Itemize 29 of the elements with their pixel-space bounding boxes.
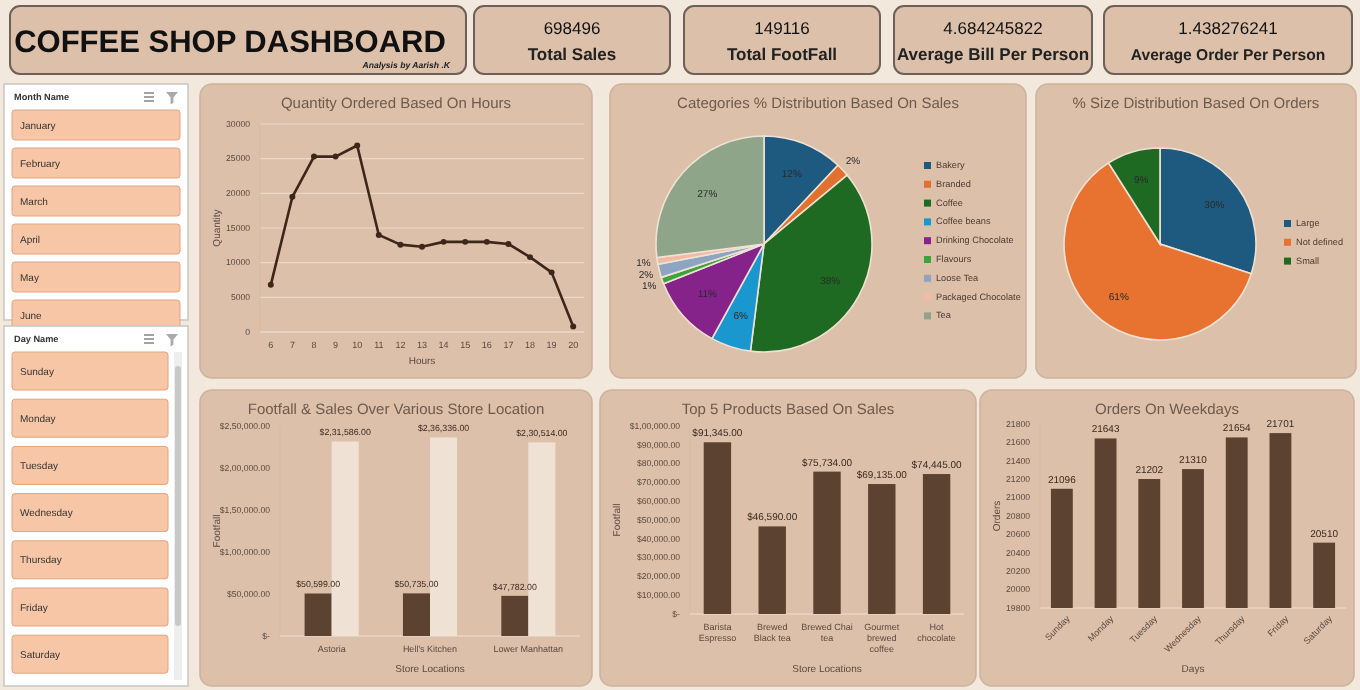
bar: [402, 593, 430, 636]
bar: [758, 526, 786, 614]
point: [419, 243, 425, 250]
point: [311, 153, 317, 160]
bar: [501, 595, 529, 636]
text: 4.684245822: [943, 18, 1044, 38]
point: [570, 323, 577, 330]
text: Average Bill Per Person: [896, 44, 1090, 64]
point: [548, 269, 555, 276]
point: [397, 241, 404, 248]
point: [267, 281, 274, 288]
text: Total FootFall: [726, 44, 838, 64]
bar: [703, 442, 732, 614]
text: Total Sales: [527, 44, 617, 64]
point: [354, 142, 361, 149]
bar: [922, 474, 951, 614]
line-series: [267, 142, 577, 330]
point: [289, 193, 296, 200]
bar: [304, 593, 332, 636]
point: [332, 153, 339, 160]
point: [440, 238, 447, 245]
text: 1.438276241: [1178, 18, 1279, 38]
point: [375, 231, 382, 238]
text: 149116: [754, 18, 811, 38]
bar: [868, 484, 896, 614]
text: 698496: [543, 18, 601, 38]
text: COFFEE SHOP DASHBOARD: [14, 26, 446, 60]
bar: [813, 471, 841, 614]
point: [505, 240, 512, 247]
